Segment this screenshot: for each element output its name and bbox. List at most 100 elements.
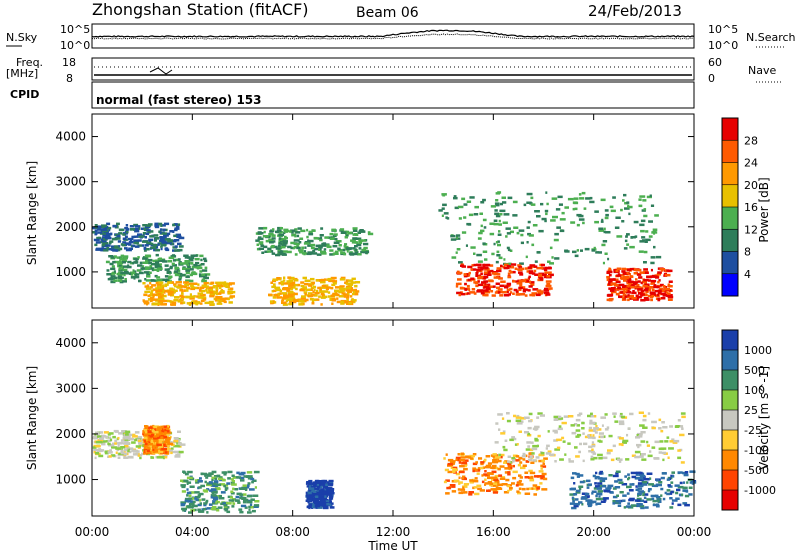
heatmap-cell <box>675 491 679 495</box>
heatmap-cell <box>93 448 97 452</box>
heatmap-cell <box>229 290 236 294</box>
heatmap-cell <box>317 506 323 509</box>
heatmap-cell <box>512 292 515 295</box>
heatmap-cell <box>660 292 667 296</box>
heatmap-cell <box>111 446 118 449</box>
heatmap-cell <box>212 500 217 503</box>
heatmap-cell <box>120 271 127 275</box>
heatmap-cell <box>515 290 519 293</box>
heatmap-cell <box>452 466 458 470</box>
heatmap-cell <box>664 491 667 495</box>
heatmap-cell <box>145 232 150 236</box>
heatmap-cell <box>273 289 277 293</box>
heatmap-cell <box>161 239 166 242</box>
heatmap-cell <box>352 233 358 236</box>
heatmap-cell <box>182 301 186 304</box>
velocity-heatmap <box>92 411 697 514</box>
heatmap-cell <box>582 459 585 463</box>
heatmap-cell <box>189 485 195 488</box>
heatmap-cell <box>230 490 234 493</box>
heatmap-cell <box>483 458 487 462</box>
heatmap-cell <box>167 239 173 243</box>
heatmap-cell <box>509 461 512 464</box>
heatmap-cell <box>498 219 501 223</box>
heatmap-cell <box>480 272 483 275</box>
heatmap-cell <box>452 468 456 471</box>
heatmap-cell <box>136 450 140 453</box>
heatmap-cell <box>632 290 635 293</box>
heatmap-cell <box>123 446 130 449</box>
heatmap-cell <box>532 444 539 448</box>
heatmap-cell <box>561 436 565 440</box>
heatmap-cell <box>120 451 125 455</box>
heatmap-cell <box>170 447 174 450</box>
heatmap-cell <box>540 467 543 470</box>
heatmap-cell <box>455 234 461 237</box>
heatmap-cell <box>270 281 273 284</box>
heatmap-cell <box>167 293 173 296</box>
heatmap-cell <box>501 483 508 486</box>
heatmap-cell <box>496 286 500 290</box>
heatmap-cell <box>186 494 189 497</box>
heatmap-cell <box>195 261 200 265</box>
heatmap-cell <box>266 250 272 253</box>
heatmap-cell <box>157 267 163 270</box>
heatmap-cell <box>685 490 689 493</box>
heatmap-cell <box>472 486 475 490</box>
heatmap-cell <box>549 262 554 265</box>
heatmap-cell <box>135 227 139 231</box>
heatmap-cell <box>592 500 597 504</box>
heatmap-cell <box>98 454 104 458</box>
heatmap-cell <box>301 295 306 298</box>
heatmap-cell <box>134 241 138 245</box>
heatmap-cell <box>604 413 608 416</box>
heatmap-cell <box>331 228 336 232</box>
heatmap-cell <box>219 483 226 486</box>
heatmap-cell <box>272 228 275 231</box>
heatmap-cell <box>615 472 619 475</box>
heatmap-cell <box>269 241 274 244</box>
heatmap-cell <box>149 435 154 438</box>
heatmap-cell <box>186 481 192 484</box>
heatmap-cell <box>618 481 624 484</box>
heatmap-cell <box>591 492 594 495</box>
heatmap-cell <box>616 293 620 296</box>
heatmap-cell <box>611 290 617 294</box>
heatmap-cell <box>184 262 189 265</box>
heatmap-cell <box>659 283 664 287</box>
heatmap-cell <box>500 453 505 457</box>
heatmap-cell <box>472 462 478 466</box>
colorbar-segment <box>722 273 738 297</box>
heatmap-cell <box>494 480 500 483</box>
heatmap-cell <box>188 303 191 306</box>
heatmap-cell <box>301 246 305 249</box>
heatmap-cell <box>623 247 628 250</box>
noise-right-tick-top: 10^5 <box>708 23 738 36</box>
heatmap-cell <box>492 459 497 462</box>
heatmap-cell <box>303 250 307 253</box>
heatmap-cell <box>453 195 457 198</box>
heatmap-cell <box>612 502 616 505</box>
heatmap-cell <box>528 469 533 473</box>
heatmap-cell <box>132 433 136 437</box>
heatmap-cell <box>626 485 632 489</box>
heatmap-cell <box>491 294 496 297</box>
heatmap-cell <box>459 292 466 296</box>
heatmap-cell <box>121 243 126 247</box>
heatmap-cell <box>564 206 569 209</box>
heatmap-cell <box>240 471 246 475</box>
heatmap-cell <box>349 295 353 298</box>
heatmap-cell <box>283 228 289 232</box>
heatmap-cell <box>141 267 144 271</box>
heatmap-cell <box>597 439 601 443</box>
heatmap-cell <box>226 482 230 485</box>
heatmap-cell <box>169 230 174 233</box>
heatmap-cell <box>319 485 323 489</box>
heatmap-cell <box>456 479 460 483</box>
heatmap-cell <box>246 494 253 498</box>
heatmap-cell <box>578 487 582 491</box>
heatmap-cell <box>217 483 222 487</box>
heatmap-cell <box>346 250 349 253</box>
heatmap-cell <box>662 497 666 501</box>
heatmap-cell <box>92 446 97 449</box>
